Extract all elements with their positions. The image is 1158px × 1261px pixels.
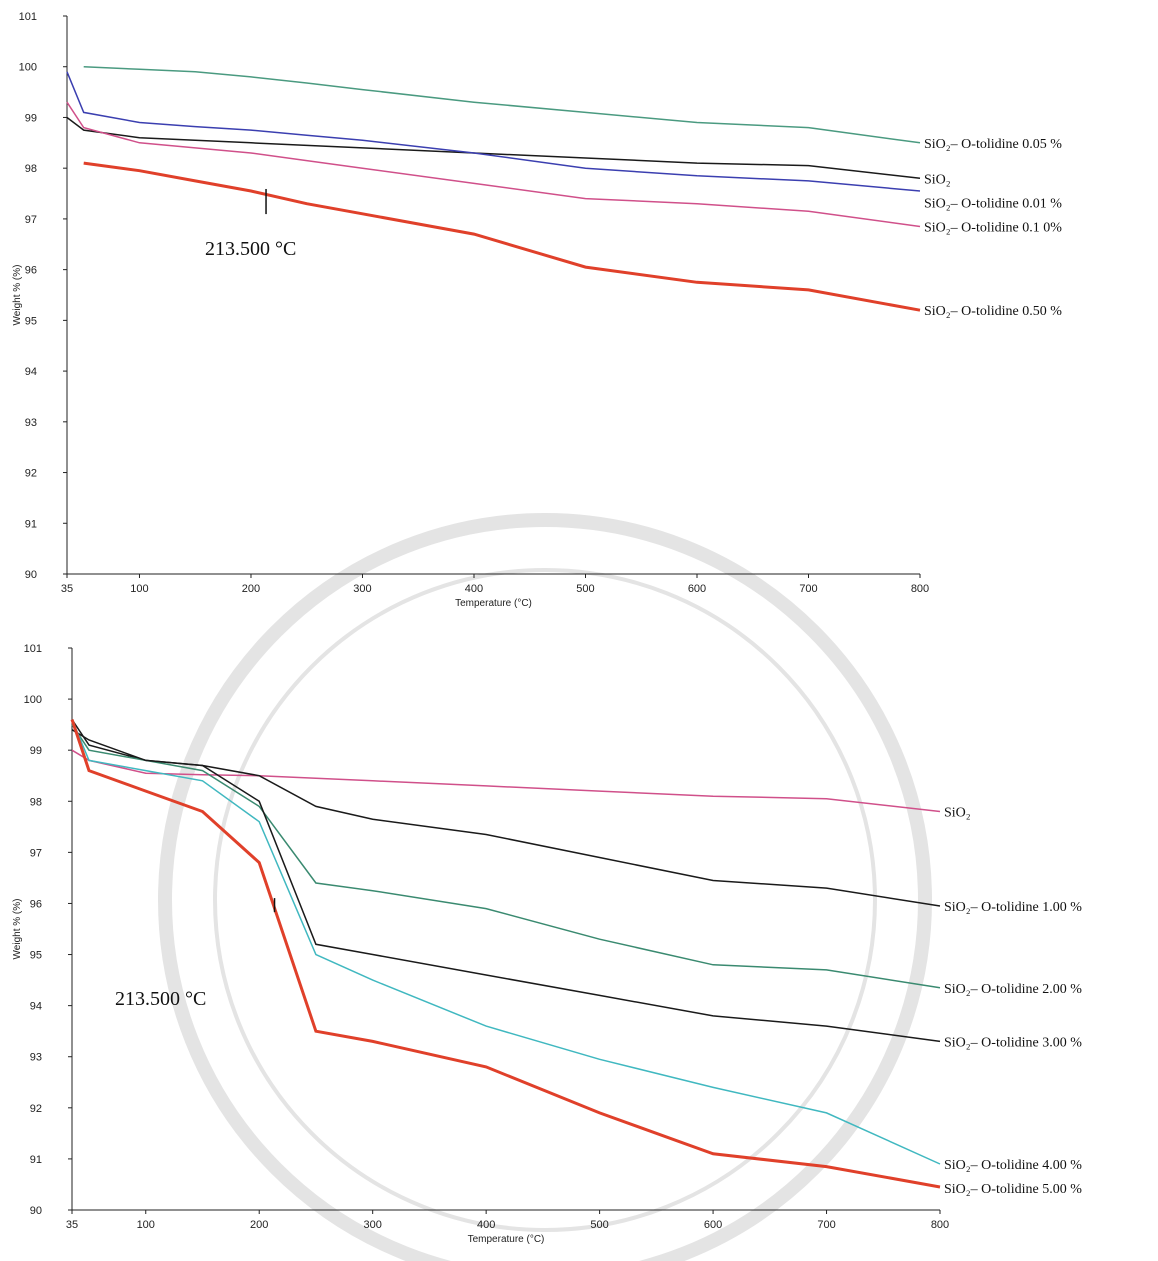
y-tick-label: 92 — [30, 1103, 42, 1115]
x-tick-label: 200 — [242, 583, 260, 595]
x-tick-label: 300 — [353, 583, 371, 595]
series-label: SiO₂– O-tolidine 0.50 % — [924, 304, 1062, 319]
x-tick-label: 300 — [364, 1219, 382, 1231]
y-tick-label: 94 — [25, 366, 37, 378]
series-line — [71, 719, 941, 1165]
y-tick-label: 98 — [30, 796, 42, 808]
series-line — [66, 71, 921, 192]
series-label: SiO₂ — [944, 805, 971, 820]
series-label: SiO₂– O-tolidine 0.1 0% — [924, 221, 1062, 236]
series-line — [71, 724, 941, 989]
series-line — [83, 161, 921, 312]
y-tick-label: 99 — [25, 112, 37, 124]
x-tick-label: 800 — [931, 1219, 949, 1231]
x-tick-label: 600 — [704, 1219, 722, 1231]
x-tick-label: 35 — [66, 1219, 78, 1231]
y-tick-label: 96 — [25, 265, 37, 277]
y-tick-label: 97 — [25, 214, 37, 226]
y-tick-label: 96 — [30, 898, 42, 910]
x-tick-label: 500 — [576, 583, 594, 595]
series-label: SiO₂– O-tolidine 3.00 % — [944, 1035, 1082, 1050]
y-tick-label: 95 — [25, 315, 37, 327]
series-label: SiO₂– O-tolidine 0.05 % — [924, 137, 1062, 152]
x-tick-label: 200 — [250, 1219, 268, 1231]
y-tick-label: 91 — [30, 1154, 42, 1166]
y-tick-label: 97 — [30, 847, 42, 859]
series-line — [71, 749, 941, 813]
annotation: 213.500 °C — [205, 238, 296, 260]
y-axis-label: Weight % (%) — [12, 899, 23, 960]
y-tick-label: 98 — [25, 163, 37, 175]
y-tick-label: 94 — [30, 1001, 42, 1013]
x-tick-label: 35 — [61, 583, 73, 595]
y-tick-label: 91 — [25, 518, 37, 530]
y-tick-label: 93 — [30, 1052, 42, 1064]
series-line — [66, 116, 921, 180]
x-tick-label: 600 — [688, 583, 706, 595]
y-tick-label: 92 — [25, 468, 37, 480]
y-tick-label: 100 — [24, 694, 42, 706]
x-tick-label: 700 — [817, 1219, 835, 1231]
y-tick-label: 101 — [24, 643, 42, 655]
x-axis-label: Temperature (°C) — [455, 598, 532, 609]
series-label: SiO₂– O-tolidine 1.00 % — [944, 900, 1082, 915]
y-axis-label: Weight % (%) — [12, 265, 23, 326]
series-line — [70, 719, 941, 1189]
series-line — [66, 101, 921, 228]
series-line — [83, 65, 921, 144]
x-tick-label: 400 — [477, 1219, 495, 1231]
annotation: 213.500 °C — [115, 988, 206, 1010]
y-tick-label: 99 — [30, 745, 42, 757]
y-tick-label: 100 — [19, 62, 37, 74]
x-tick-label: 800 — [911, 583, 929, 595]
y-tick-label: 95 — [30, 950, 42, 962]
series-label: SiO₂– O-tolidine 5.00 % — [944, 1182, 1082, 1197]
y-tick-label: 101 — [19, 11, 37, 23]
x-tick-label: 700 — [799, 583, 817, 595]
x-tick-label: 100 — [137, 1219, 155, 1231]
y-tick-label: 93 — [25, 417, 37, 429]
y-tick-label: 90 — [30, 1205, 42, 1217]
watermark — [158, 513, 932, 1261]
y-tick-label: 90 — [25, 569, 37, 581]
x-tick-label: 400 — [465, 583, 483, 595]
series-line — [71, 719, 941, 907]
series-label: SiO₂– O-tolidine 2.00 % — [944, 982, 1082, 997]
series-label: SiO₂– O-tolidine 0.01 % — [924, 196, 1062, 211]
series-line — [71, 729, 941, 1043]
x-axis-label: Temperature (°C) — [468, 1234, 545, 1245]
series-label: SiO₂ — [924, 172, 951, 187]
x-tick-label: 100 — [130, 583, 148, 595]
series-label: SiO₂– O-tolidine 4.00 % — [944, 1158, 1082, 1173]
x-tick-label: 500 — [590, 1219, 608, 1231]
